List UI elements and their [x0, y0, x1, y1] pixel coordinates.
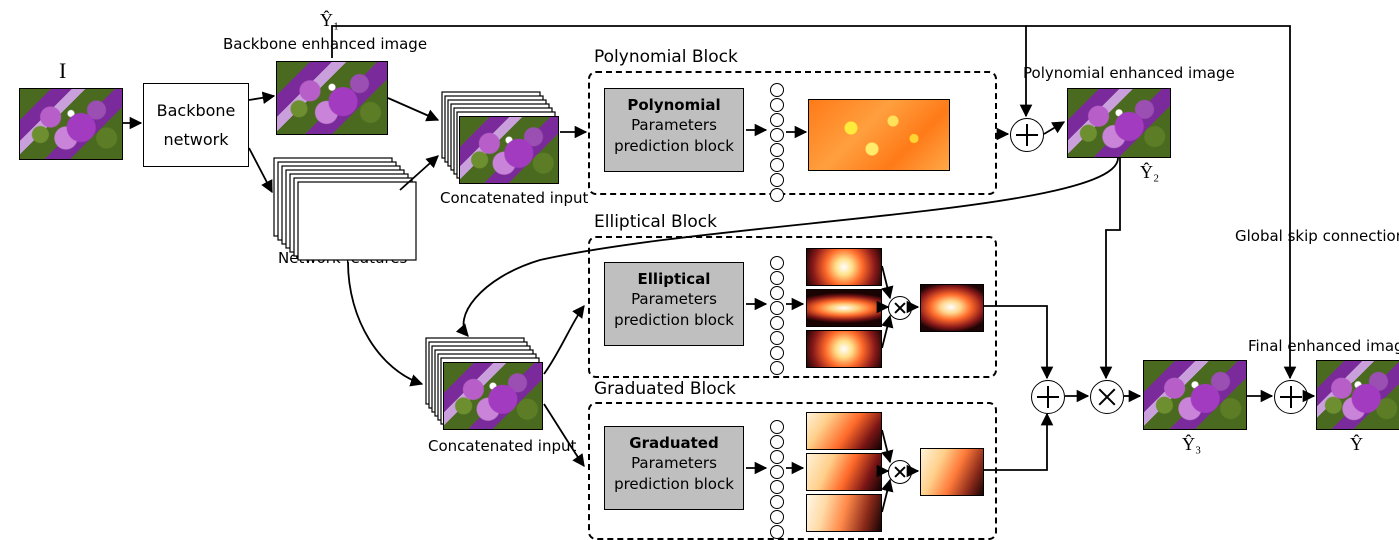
grad-pbox-bold: Graduated — [629, 434, 718, 452]
y-final-image — [1316, 360, 1399, 430]
symbol-yhat: Ŷ — [1350, 434, 1363, 455]
ellip-param-box: Elliptical Parameters prediction block — [604, 262, 744, 346]
poly-param-vector — [770, 83, 784, 203]
concat2-image — [443, 362, 543, 430]
symbol-I: I — [59, 58, 66, 83]
symbol-y2: Ŷ₂ — [1140, 162, 1159, 183]
ellip-mult — [888, 296, 912, 320]
grad-param-box: Graduated Parameters prediction block — [604, 426, 744, 510]
add-poly — [1010, 118, 1044, 152]
grad-param-vector — [770, 420, 784, 540]
skip-caption: Global skip connection — [1235, 228, 1399, 245]
grad-title: Graduated Block — [594, 380, 736, 400]
grad-heat-1 — [806, 412, 882, 450]
grad-out — [920, 448, 984, 496]
y3-image — [1143, 360, 1247, 430]
grad-heat-3 — [806, 494, 882, 532]
y1-caption: Backbone enhanced image — [223, 36, 427, 53]
backbone-line1: Backbone — [157, 101, 236, 120]
backbone-line2: network — [164, 130, 229, 149]
symbol-y1: Ŷ₁ — [320, 10, 339, 31]
ellip-heat-3 — [806, 330, 882, 368]
final-caption: Final enhanced image — [1248, 338, 1399, 355]
mult-main — [1090, 380, 1124, 414]
input-image — [19, 88, 123, 160]
grad-mult — [888, 460, 912, 484]
grad-heat-2 — [806, 453, 882, 491]
add-filters — [1031, 380, 1065, 414]
add-final — [1274, 380, 1308, 414]
features-caption: Network features — [278, 250, 407, 267]
y1-image — [276, 61, 388, 135]
concat1-caption: Concatenated input — [440, 190, 588, 207]
features-stack-svg — [274, 158, 416, 260]
poly-heatmap — [808, 99, 950, 171]
ellip-param-vector — [770, 256, 784, 376]
concat2-caption: Concatenated input — [428, 438, 576, 455]
y2-image — [1067, 88, 1171, 158]
ellip-out — [920, 284, 984, 332]
backbone-box: Backbone network — [143, 83, 249, 167]
poly-pbox-bold: Polynomial — [627, 96, 720, 114]
ellip-heat-2 — [806, 289, 882, 327]
concat1-image — [459, 116, 559, 184]
ellip-heat-1 — [806, 248, 882, 286]
ellip-pbox-bold: Elliptical — [638, 270, 711, 288]
poly-param-box: Polynomial Parameters prediction block — [604, 88, 744, 172]
pbox-l3: prediction block — [614, 137, 734, 155]
poly-title: Polynomial Block — [594, 48, 738, 68]
ellip-title: Elliptical Block — [594, 213, 717, 233]
poly-enh-caption: Polynomial enhanced image — [1023, 65, 1235, 82]
pbox-l2: Parameters — [631, 116, 717, 134]
symbol-y3: Ŷ₃ — [1182, 434, 1201, 455]
